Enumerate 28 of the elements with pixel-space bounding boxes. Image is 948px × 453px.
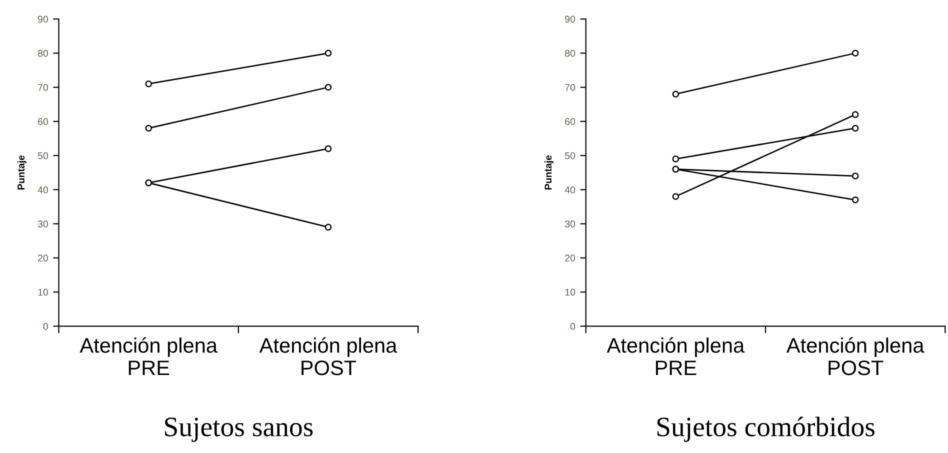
- y-tick-label: 10: [565, 288, 576, 296]
- y-tick-label: 60: [565, 118, 576, 126]
- y-tick-label: 60: [38, 118, 48, 126]
- y-axis-title: Puntaje: [544, 155, 554, 190]
- y-tick-label: 40: [38, 186, 48, 194]
- y-tick-label: 30: [38, 220, 48, 228]
- y-tick-label: 80: [38, 50, 48, 57]
- y-tick-label: 40: [564, 186, 576, 194]
- x-tick-label: Atención plena POST: [259, 337, 398, 376]
- x-tick-label: Atención plena PRE: [80, 337, 218, 376]
- y-tick-label: 20: [565, 254, 576, 262]
- y-tick-label: 50: [565, 152, 576, 160]
- x-tick-label: Atención plena POST: [786, 337, 924, 376]
- y-tick-label: 70: [38, 84, 48, 91]
- x-tick-label: Atención plena PRE: [606, 337, 745, 376]
- y-tick-label: 20: [38, 254, 48, 262]
- y-tick-label: 80: [565, 50, 576, 57]
- y-tick-label: 30: [565, 220, 576, 228]
- y-tick-label: 10: [38, 288, 48, 296]
- y-tick-label: 70: [565, 84, 576, 91]
- y-tick-label: 0: [43, 322, 48, 330]
- text: Sujetos sanos: [165, 418, 313, 442]
- y-tick-label: 90: [38, 16, 48, 23]
- y-tick-label: 0: [570, 322, 576, 330]
- y-tick-label: 90: [565, 16, 576, 23]
- text: Sujetos comórbidos: [657, 416, 874, 442]
- y-tick-label: 50: [38, 152, 48, 160]
- y-axis-title: Puntaje: [17, 155, 26, 190]
